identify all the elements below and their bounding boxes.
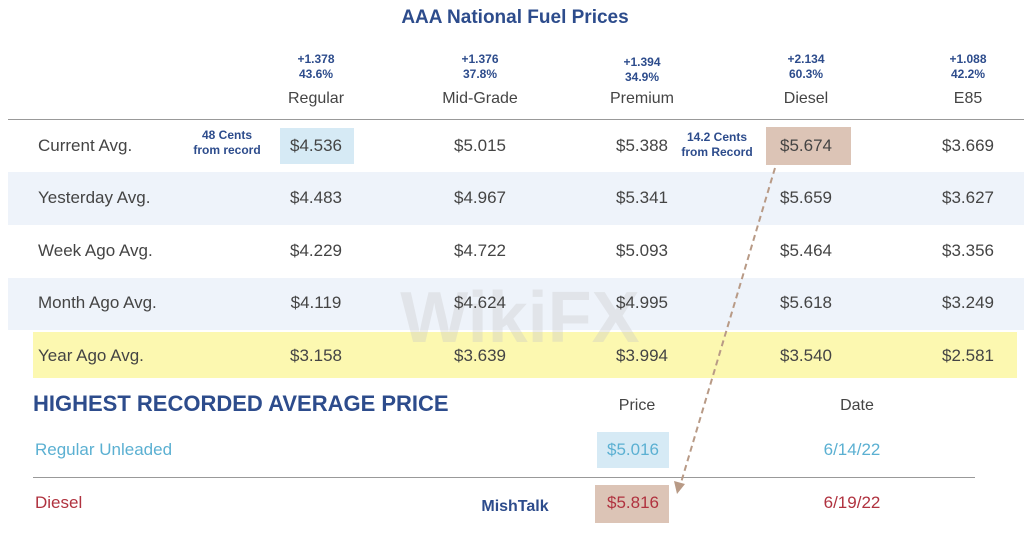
price: $4.483 (290, 188, 342, 207)
column-change: +1.394 34.9% (623, 55, 660, 85)
column-change: +2.134 60.3% (787, 52, 824, 82)
change-pct: 43.6% (298, 67, 334, 81)
price: $5.618 (780, 293, 832, 312)
price: $3.158 (290, 346, 342, 365)
price: $4.229 (290, 241, 342, 260)
record-date: 6/14/22 (823, 440, 881, 459)
box-regular (280, 128, 354, 164)
price: $3.249 (942, 293, 994, 312)
note: 14.2 Cents from Record (681, 130, 752, 160)
change-pct: 37.8% (462, 67, 498, 81)
record-label: Diesel (35, 493, 83, 512)
price: $3.627 (942, 188, 994, 207)
column-change: +1.378 43.6% (297, 52, 334, 82)
change-change: +1.378 (297, 52, 335, 66)
note: 48 Cents from record (193, 128, 260, 158)
price: $3.994 (616, 346, 668, 365)
price: $5.464 (780, 241, 832, 260)
change-pct: 42.2% (950, 67, 986, 81)
credit: MishTalk (481, 498, 549, 515)
price: $4.536 (290, 136, 342, 155)
record-rule (33, 477, 975, 478)
header-rule (8, 119, 1024, 120)
row-band (8, 278, 1024, 330)
change-pct: 34.9% (624, 70, 660, 84)
column-header: E85 (953, 90, 983, 107)
change-change: +1.376 (461, 52, 499, 66)
record-label: Regular Unleaded (35, 440, 173, 459)
column-header: Diesel (783, 90, 829, 107)
change-change: +2.134 (787, 52, 825, 66)
price: $4.967 (454, 188, 506, 207)
change-change: +1.394 (623, 55, 661, 69)
column-header: Premium (609, 90, 675, 107)
record-price: $5.016 (607, 440, 659, 459)
price: $2.581 (942, 346, 994, 365)
column-change: +1.376 37.8% (461, 52, 498, 82)
row-label: Year Ago Avg. (38, 346, 144, 365)
row-label: Current Avg. (38, 136, 133, 155)
record-title: HIGHEST RECORDED AVERAGE PRICE (33, 391, 449, 416)
title: AAA National Fuel Prices (401, 7, 629, 28)
price: $5.388 (616, 136, 668, 155)
box-diesel (766, 127, 851, 165)
arrow-line (679, 167, 776, 487)
column-header: Regular (287, 90, 345, 107)
note-line: 48 Cents (201, 128, 253, 142)
watermark: WikiFX (400, 278, 640, 358)
row-label: Month Ago Avg. (38, 293, 157, 312)
change-change: +1.088 (949, 52, 987, 66)
price: $4.995 (616, 293, 668, 312)
price: $4.722 (454, 241, 506, 260)
column-header: Mid-Grade (442, 90, 518, 107)
note-line: from record (193, 143, 261, 157)
price: $5.674 (780, 136, 832, 155)
box-record-regular (597, 432, 669, 468)
row-band (8, 172, 1024, 225)
column-change: +1.088 42.2% (949, 52, 986, 82)
price: $3.669 (942, 136, 994, 155)
price: $5.341 (616, 188, 668, 207)
date-header: Date (840, 397, 874, 414)
record-price: $5.816 (607, 493, 659, 512)
record-date: 6/19/22 (823, 493, 881, 512)
box-record-diesel (595, 485, 669, 523)
row-label: Yesterday Avg. (38, 188, 151, 207)
price-header: Price (618, 397, 656, 414)
price: $5.015 (454, 136, 506, 155)
price: $3.639 (454, 346, 506, 365)
price: $4.624 (454, 293, 506, 312)
price: $3.540 (780, 346, 832, 365)
change-pct: 60.3% (788, 67, 824, 81)
price: $5.659 (780, 188, 832, 207)
note-line: 14.2 Cents (686, 130, 748, 144)
arrow-head (674, 481, 685, 494)
price: $4.119 (290, 293, 342, 312)
note-line: from Record (681, 145, 753, 159)
row-highlight (33, 332, 1017, 378)
row-label: Week Ago Avg. (38, 241, 153, 260)
price: $3.356 (942, 241, 994, 260)
price: $5.093 (616, 241, 668, 260)
